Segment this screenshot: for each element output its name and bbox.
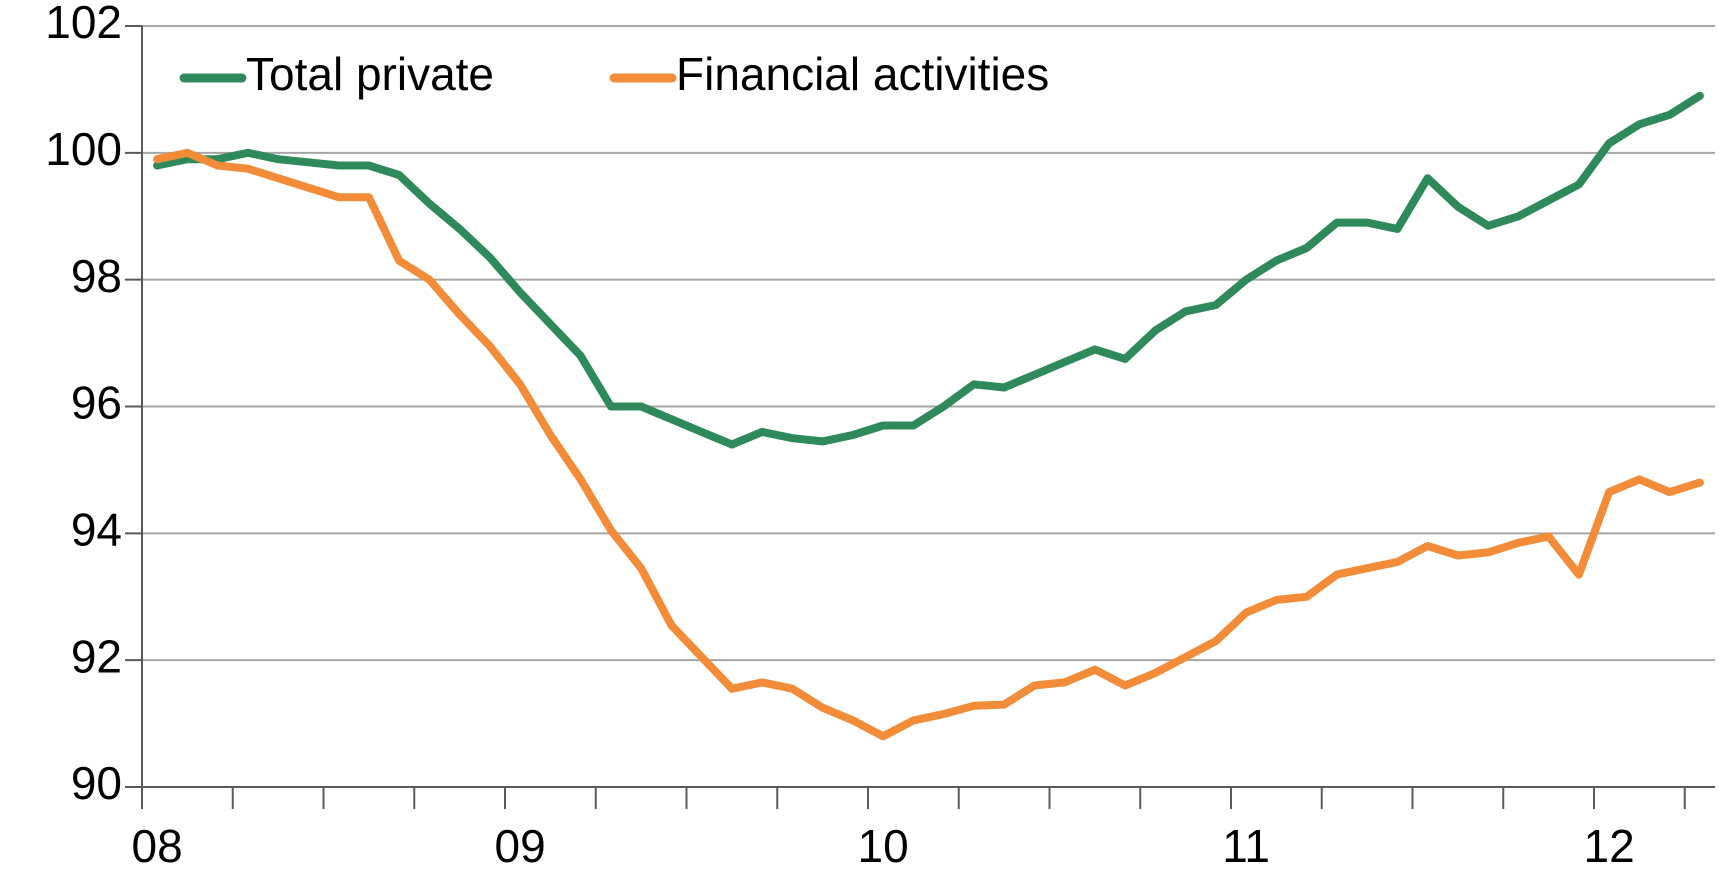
y-tick-label: 90 [71, 757, 122, 809]
x-tick-label: 12 [1584, 820, 1635, 872]
x-tick-label: 09 [495, 820, 546, 872]
legend-label: Total private [246, 48, 494, 100]
y-tick-label: 92 [71, 630, 122, 682]
line-series [153, 91, 1704, 449]
x-tick-label: 10 [858, 820, 909, 872]
y-tick-label: 98 [71, 250, 122, 302]
y-tick-label: 100 [45, 123, 122, 175]
y-tick-label: 96 [71, 377, 122, 429]
x-tick-label: 08 [132, 820, 183, 872]
line-series [153, 148, 1704, 741]
y-tick-label: 102 [45, 0, 122, 48]
x-tick-label: 11 [1222, 820, 1270, 872]
legend-label: Financial activities [676, 48, 1049, 100]
y-tick-label: 94 [71, 503, 122, 555]
